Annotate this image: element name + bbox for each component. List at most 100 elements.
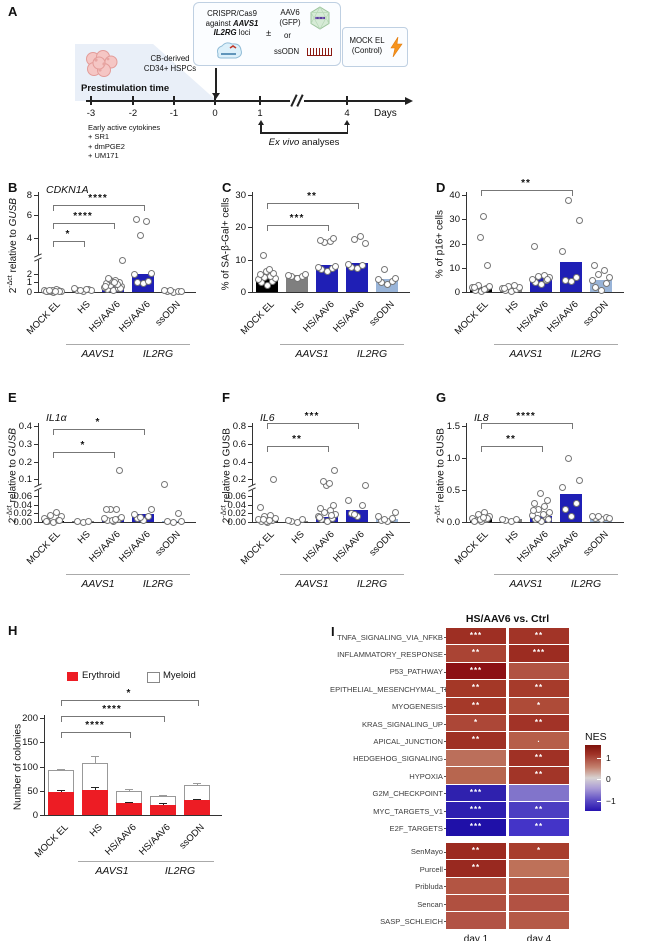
error-cap-total xyxy=(159,794,167,796)
timeline-tick-label: -1 xyxy=(169,108,179,119)
scatter-point xyxy=(177,517,185,525)
y-tick xyxy=(248,443,252,445)
scatter-point xyxy=(543,496,551,504)
scatter-point xyxy=(592,284,600,292)
sig-bracket xyxy=(481,190,573,196)
panel-a: A CB-derived CD34+ HSPCs Prestimulation … xyxy=(0,0,646,176)
group-line xyxy=(78,861,146,862)
heatmap-row-tick xyxy=(444,775,447,777)
timeline-tick-label: -2 xyxy=(128,108,138,119)
nes-legend-tickmark xyxy=(597,779,601,781)
cytokines-block: Early active cytokines + SR1 + dmPGE2 + … xyxy=(88,123,160,160)
scatter-point xyxy=(530,507,538,515)
heatmap-row-label: EPITHELIAL_MESENCHYMAL_TRANSITION xyxy=(330,684,487,694)
heatmap-cell xyxy=(509,895,569,912)
panel-i-letter: I xyxy=(331,624,335,639)
scatter-point xyxy=(137,513,145,521)
y-tick xyxy=(34,237,38,239)
y-tick xyxy=(34,504,38,506)
y-tick xyxy=(34,282,38,284)
timeline-tick xyxy=(214,96,216,105)
nes-legend-bar xyxy=(585,745,601,811)
scatter-point xyxy=(499,516,507,524)
panel-b-letter: B xyxy=(8,180,18,195)
sig-label: ** xyxy=(506,434,516,445)
heatmap-row-tick xyxy=(444,886,447,888)
heatmap-cell xyxy=(446,895,506,912)
y-axis-line xyxy=(44,715,45,815)
group-label: AAVS1 xyxy=(95,865,129,877)
nes-legend-title: NES xyxy=(585,731,607,743)
y-axis-line xyxy=(252,192,253,292)
scatter-point xyxy=(142,217,150,225)
sig-label: * xyxy=(126,688,132,699)
heatmap-row-label: INFLAMMATORY_RESPONSE xyxy=(337,649,443,659)
heatmap-cell xyxy=(446,749,506,767)
scatter-point xyxy=(479,212,487,220)
heatmap-cell-sig: ** xyxy=(471,735,481,745)
down-arrow xyxy=(215,68,217,94)
crispr-text: CRISPR/Cas9 against AAVS1 IL2RG loci xyxy=(197,9,267,38)
or-label: or xyxy=(284,31,291,40)
mock-el-box: MOCK EL (Control) xyxy=(342,27,408,67)
heatmap-row-tick xyxy=(444,758,447,760)
panel-d: D% of p16+ cells 0 10 20 30 40 ** MOCK EL HS HS/A… xyxy=(434,178,644,390)
scatter-point xyxy=(147,269,155,277)
scatter-point xyxy=(285,271,293,279)
sig-bracket xyxy=(267,446,329,452)
heatmap-cell-sig: ** xyxy=(471,863,481,873)
scatter-point xyxy=(102,283,110,291)
y-tick xyxy=(462,490,466,492)
heatmap-cell xyxy=(509,645,569,662)
y-tick-label: 0.02 xyxy=(227,508,247,520)
x-axis-line xyxy=(44,815,222,816)
group-label: AAVS1 xyxy=(509,348,543,360)
mock-el-line1: MOCK EL xyxy=(349,36,385,45)
y-tick xyxy=(462,195,466,196)
scatter-point xyxy=(105,275,113,283)
legend-label-myeloid: Myeloid xyxy=(163,670,196,681)
scatter-point xyxy=(388,515,396,523)
scatter-point xyxy=(565,454,573,462)
heatmap-row-tick xyxy=(444,706,447,708)
y-tick-label: 0 xyxy=(240,287,246,298)
scatter-point xyxy=(534,515,542,523)
scatter-point xyxy=(602,279,610,287)
group-label: IL2RG xyxy=(142,578,174,590)
y-tick-label: 100 xyxy=(22,761,38,773)
scatter-point xyxy=(161,480,169,488)
aav6-line2: (GFP) xyxy=(279,17,301,27)
heatmap-row-label: E2F_TARGETS xyxy=(389,823,443,833)
y-tick xyxy=(248,496,252,498)
heatmap-cell xyxy=(446,662,506,680)
timeline xyxy=(86,100,406,102)
scatter-point xyxy=(118,257,126,265)
heatmap-cell xyxy=(509,732,569,749)
scatter-point xyxy=(345,260,353,268)
sig-label: * xyxy=(80,440,86,451)
sig-bracket xyxy=(481,446,543,452)
group-line xyxy=(146,861,214,862)
group-label: AAVS1 xyxy=(509,578,543,590)
y-tick-label: 0.04 xyxy=(227,499,247,511)
heatmap-row-label: Pribluda xyxy=(415,882,443,892)
heatmap-cell-sig: ** xyxy=(471,700,481,710)
heatmap-cell xyxy=(509,860,569,877)
sig-bracket xyxy=(53,241,85,247)
heatmap-row-label: HYPOXIA xyxy=(409,771,443,781)
y-tick xyxy=(462,219,466,221)
heatmap-cell xyxy=(509,912,569,929)
scatter-point xyxy=(144,512,152,520)
scatter-point xyxy=(298,515,306,523)
heatmap-cell xyxy=(446,877,506,894)
heatmap-cell xyxy=(446,697,506,714)
scatter-point xyxy=(112,506,120,514)
error-line-total xyxy=(95,756,96,764)
heatmap-cell xyxy=(509,784,569,801)
heatmap-cell xyxy=(446,767,506,784)
sig-label: **** xyxy=(102,704,122,715)
scatter-point xyxy=(329,235,337,243)
y-tick-label: 6 xyxy=(26,210,32,222)
plusminus: ± xyxy=(266,28,272,39)
prestimulation-label: Prestimulation time xyxy=(81,83,170,94)
